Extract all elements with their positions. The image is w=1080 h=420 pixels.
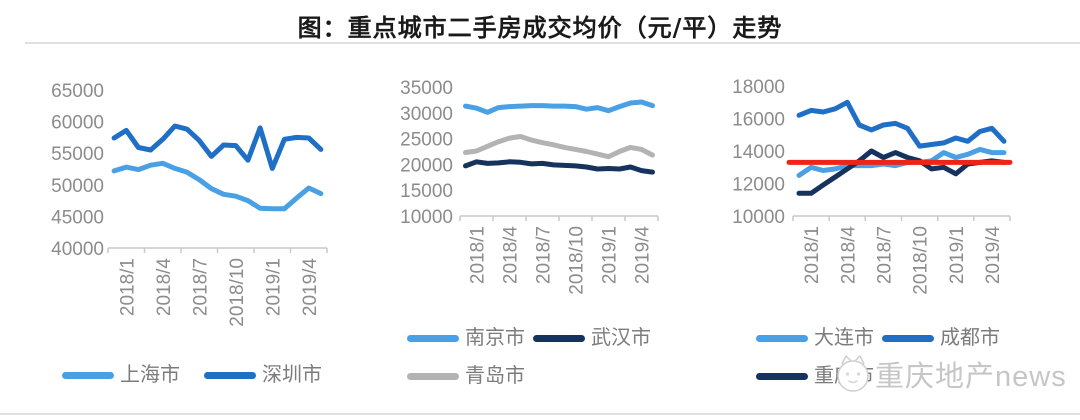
legend-label-qingdao: 青岛市	[465, 365, 525, 387]
x-axis-tick-label: 2018/10	[911, 226, 932, 295]
y-axis-tick-label: 60000	[51, 113, 104, 134]
y-axis-tick-label: 35000	[400, 78, 453, 99]
series-line-深圳市	[111, 123, 324, 171]
dalian-line-swatch	[756, 334, 808, 342]
y-axis-tick-label: 30000	[400, 104, 453, 125]
y-axis-tick-label: 10000	[400, 207, 453, 228]
y-axis-tick-label: 14000	[732, 142, 785, 163]
y-axis-tick-label: 18000	[732, 77, 785, 98]
legend-item-wuhan: 武汉市	[533, 326, 651, 350]
x-axis-tick-label: 2018/7	[190, 258, 211, 316]
nanjing-line-swatch	[407, 334, 459, 342]
series-line-青岛市	[463, 134, 655, 160]
y-axis-tick-label: 16000	[732, 110, 785, 131]
y-axis-tick-label: 55000	[51, 144, 104, 165]
x-axis-tick-label: 2018/7	[534, 226, 555, 284]
x-axis-tick-label: 2018/4	[838, 226, 859, 285]
legend-label-nanjing: 南京市	[465, 327, 525, 349]
y-axis-tick-label: 15000	[400, 181, 453, 202]
x-axis-tick-label: 2019/4	[633, 226, 654, 285]
y-axis-tick-label: 65000	[51, 81, 104, 102]
shanghai-line-swatch	[62, 371, 114, 379]
x-axis-tick-label: 2018/7	[874, 226, 895, 284]
shenzhen-line-swatch	[204, 371, 256, 379]
chart-dalian-chengdu-chongqing: 18000 16000 14000 12000 10000 2018/1 2018/4 201…	[732, 77, 1013, 295]
legend-item-chengdu: 成都市	[882, 326, 1000, 350]
y-axis-tick-label: 40000	[51, 239, 104, 260]
y-axis-tick-label: 45000	[51, 207, 104, 228]
qingdao-line-swatch	[407, 372, 459, 380]
wuhan-line-swatch	[533, 334, 585, 342]
legend-label-shanghai: 上海市	[120, 364, 180, 386]
legend-item-dalian: 大连市	[756, 326, 874, 350]
x-axis-tick-label: 2019/1	[263, 258, 284, 316]
chengdu-line-swatch	[882, 334, 934, 342]
title-divider-line	[25, 42, 1080, 44]
x-axis-tick-label: 2018/4	[501, 226, 522, 285]
x-axis-tick-label: 2019/1	[947, 226, 968, 284]
chart-nanjing-wuhan-qingdao: 35000 30000 25000 20000 15000 10000 2018/1 2018…	[400, 78, 659, 295]
legend-item-nanjing: 南京市	[407, 326, 525, 350]
series-line-上海市	[111, 160, 324, 212]
x-axis-tick-label: 2018/10	[227, 258, 248, 327]
legend-label-chengdu: 成都市	[940, 327, 1000, 349]
page-title: 图：重点城市二手房成交均价（元/平）走势	[297, 13, 783, 42]
series-line-武汉市	[463, 159, 655, 175]
legend-chart-2: 南京市 武汉市 青岛市	[407, 326, 651, 388]
x-axis-tick-label: 2018/1	[468, 226, 489, 284]
y-axis-tick-label: 20000	[400, 155, 453, 176]
series-line-成都市	[796, 99, 1007, 149]
legend-item-shanghai: 上海市	[62, 363, 180, 387]
x-axis-tick-label: 2019/4	[300, 258, 321, 317]
chart-shanghai-shenzhen: 65000 60000 55000 50000 45000 40000 2018/1 2018…	[51, 81, 328, 327]
x-axis-tick-label: 2019/4	[983, 226, 1004, 285]
legend-chart-1: 上海市 深圳市	[62, 363, 322, 387]
y-axis-tick-label: 12000	[732, 175, 785, 196]
legend-item-shenzhen: 深圳市	[204, 363, 322, 387]
y-axis-tick-label: 50000	[51, 176, 104, 197]
legend-label-shenzhen: 深圳市	[262, 364, 322, 386]
mascot-face-logo-icon	[837, 355, 869, 392]
watermark: 重庆地产news	[835, 352, 1067, 396]
bottom-divider-line	[0, 413, 1080, 415]
x-axis-tick-label: 2018/1	[117, 258, 138, 316]
x-axis-line	[792, 215, 1011, 221]
x-axis-tick-label: 2018/10	[567, 226, 588, 295]
y-axis-tick-label: 25000	[400, 130, 453, 151]
legend-label-dalian: 大连市	[814, 327, 874, 349]
x-axis-tick-label: 2018/1	[802, 226, 823, 284]
watermark-text: 重庆地产news	[875, 361, 1067, 393]
x-axis-line	[459, 215, 659, 221]
legend-label-wuhan: 武汉市	[591, 327, 651, 349]
chongqing-line-swatch	[756, 372, 808, 380]
x-axis-tick-label: 2019/1	[600, 226, 621, 284]
x-axis-line	[107, 247, 328, 253]
series-line-重庆市	[796, 148, 1007, 196]
y-axis-tick-label: 10000	[732, 207, 785, 228]
x-axis-tick-label: 2018/4	[154, 258, 175, 317]
legend-item-qingdao: 青岛市	[407, 364, 525, 388]
series-line-南京市	[463, 99, 655, 115]
